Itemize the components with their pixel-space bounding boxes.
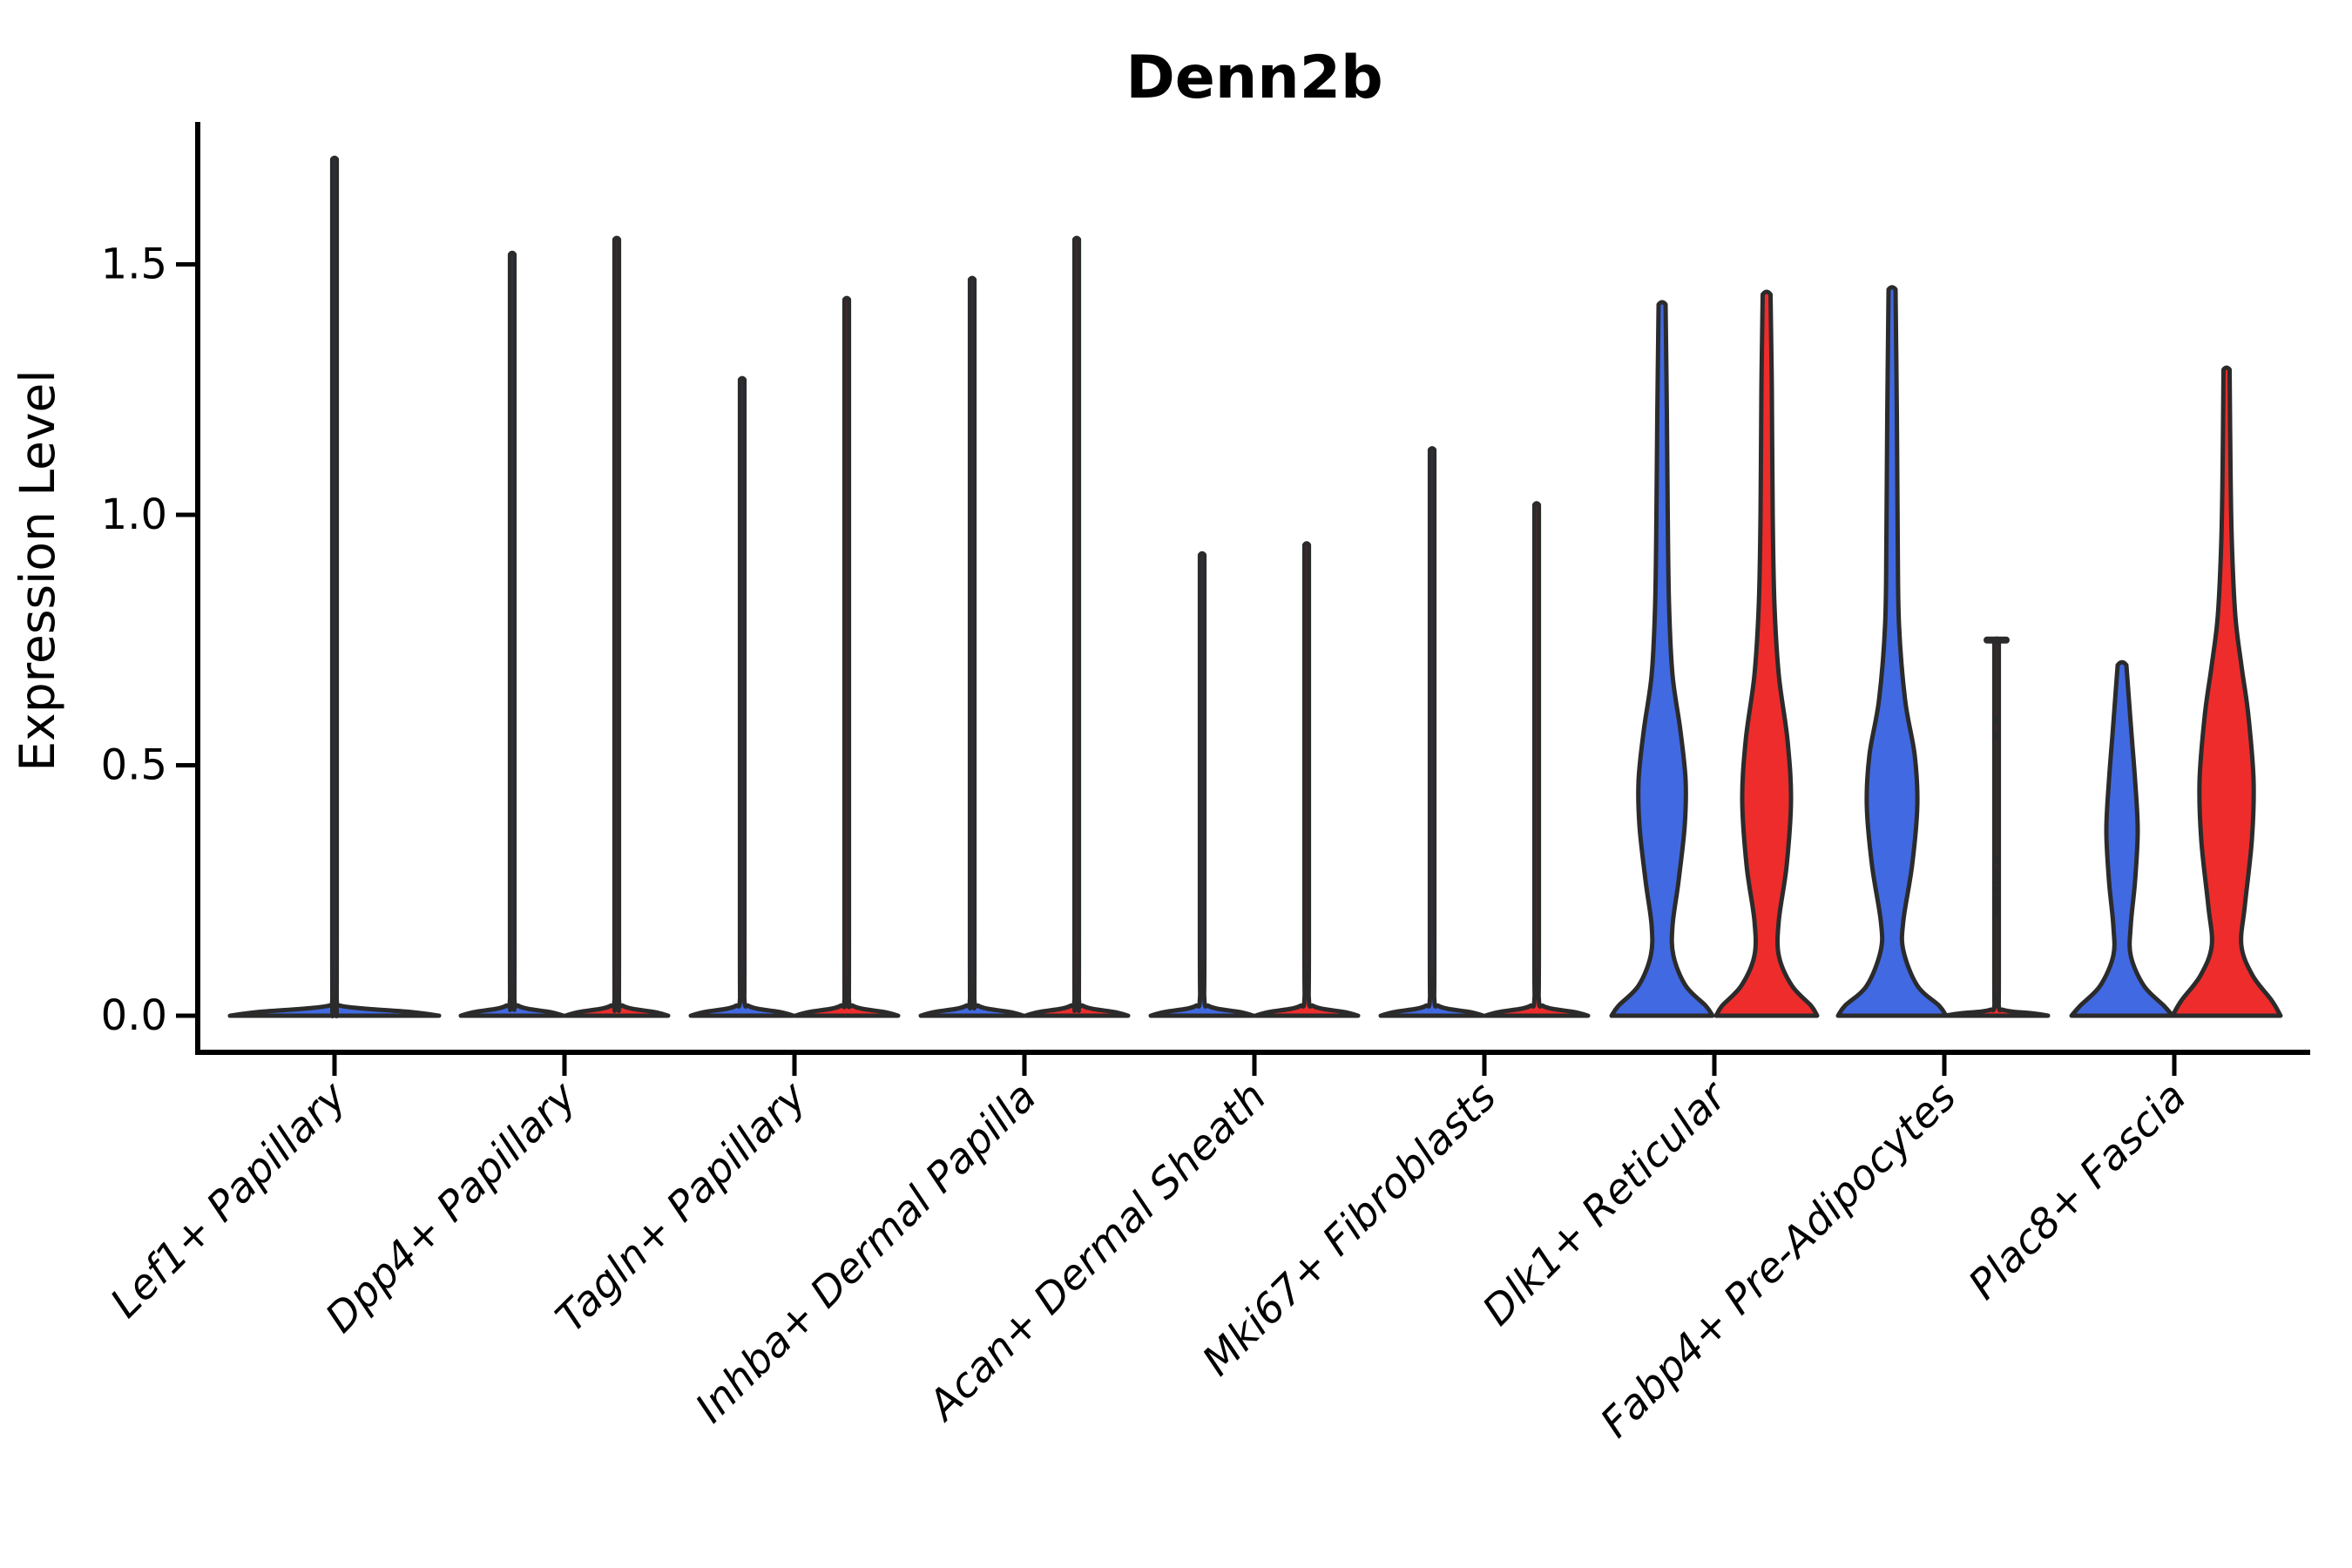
jitter-dot: [1992, 868, 2001, 877]
jitter-dot: [1992, 716, 2001, 725]
violin-red-8: [1943, 636, 2051, 1018]
violin-blue-1: [227, 155, 442, 1018]
violin-red-4: [1023, 235, 1131, 1018]
violin-red-3: [793, 295, 901, 1018]
x-label-tagln-papillary: Tagln+ Papillary: [547, 1072, 817, 1342]
x-label-dlk1-reticular: Dlk1+ Reticular: [1474, 1071, 1738, 1335]
violin-shapes: [227, 155, 2283, 1018]
violin-blue-6: [1378, 446, 1486, 1018]
violin-blue-3: [688, 375, 796, 1018]
violin-red-5: [1253, 541, 1361, 1018]
jitter-dot: [1992, 909, 2001, 917]
y-tick-labels: 0.0 0.5 1.0 1.5: [101, 240, 167, 1041]
jitter-dot: [1992, 876, 2001, 885]
y-tick-label-1_5: 1.5: [101, 240, 167, 289]
violin-blue-7: [1609, 300, 1715, 1018]
y-tick-label-0: 0.0: [101, 991, 167, 1040]
violin-red-9: [2170, 365, 2283, 1018]
violin-blue-5: [1148, 551, 1256, 1018]
violin-blue-8: [1835, 285, 1949, 1018]
jitter-dot: [1992, 886, 2001, 895]
x-label-plac8-fascia: Plac8+ Fascia: [1959, 1073, 2195, 1309]
x-tick-marks: [332, 1055, 2177, 1076]
violin-blue-2: [458, 250, 566, 1018]
y-tick-label-0_5: 0.5: [101, 741, 167, 790]
jitter-dot: [1992, 902, 2001, 909]
violin-red-6: [1483, 501, 1591, 1018]
jitter-dot: [1992, 856, 2001, 865]
y-tick-marks: [176, 262, 197, 1018]
jitter-dot: [1992, 731, 2001, 740]
y-axis-label: Expression Level: [10, 369, 65, 771]
x-category-labels: Lef1+ Papillary Dpp4+ Papillary Tagln+ P…: [101, 1071, 2195, 1447]
y-tick-label-1_0: 1.0: [101, 490, 167, 539]
x-label-dpp4-papillary: Dpp4+ Papillary: [316, 1072, 586, 1342]
x-label-lef1-papillary: Lef1+ Papillary: [101, 1072, 356, 1328]
chart-title: Denn2b: [1125, 44, 1382, 112]
violin-blue-4: [918, 275, 1026, 1018]
violin-red-2: [563, 235, 671, 1018]
violin-red-7: [1713, 289, 1820, 1018]
violin-blue-9: [2069, 659, 2175, 1018]
